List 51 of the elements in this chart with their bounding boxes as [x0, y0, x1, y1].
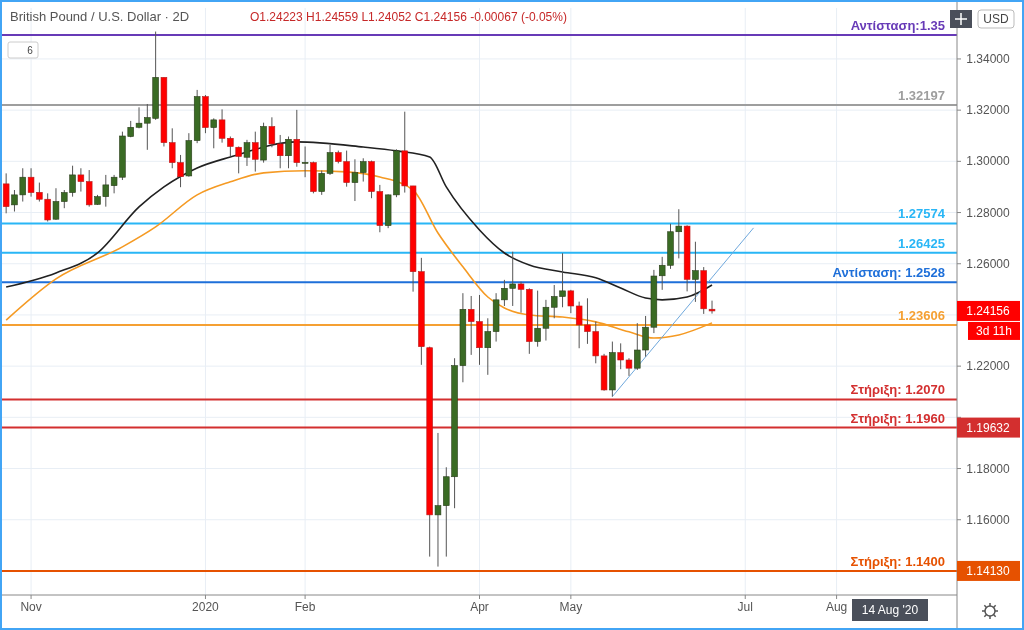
- ref-line-label: 1.27574: [898, 206, 946, 222]
- text: 3d 11h: [976, 323, 1012, 338]
- candlestick: [285, 136, 292, 169]
- candlestick: [293, 109, 301, 168]
- chart-title: British Pound / U.S. Dollar · 2D: [10, 9, 190, 24]
- line-series: [5, 141, 713, 301]
- ref-line-label: 1.26425: [898, 235, 945, 251]
- candlestick: [484, 317, 492, 376]
- ref-line-label: Στήριξη: 1.2070: [850, 382, 945, 398]
- text: 14 Aug '20: [861, 603, 919, 617]
- ref-line-label: 1.23606: [898, 308, 945, 324]
- y-tick-label: 1.16000: [966, 512, 1011, 527]
- ref-line-label: Αντίσταση: 1.2528: [832, 265, 945, 281]
- x-tick-label: Nov: [20, 600, 42, 614]
- candlestick: [235, 145, 242, 174]
- y-tick-label: 1.32000: [966, 103, 1011, 118]
- candlestick: [2, 172, 10, 214]
- annotation: 6: [27, 45, 34, 56]
- candlestick: [243, 139, 251, 167]
- candlestick: [708, 300, 716, 315]
- candlestick: [360, 157, 367, 183]
- ref-line-label: Αντίσταση:1.35: [850, 17, 945, 33]
- candlestick: [351, 158, 359, 202]
- x-tick-label: May: [559, 600, 583, 614]
- text: 1.19632: [966, 420, 1011, 435]
- ref-line-label: 1.32197: [898, 88, 945, 104]
- y-tick-label: 1.22000: [966, 359, 1011, 374]
- y-tick-label: 1.30000: [966, 154, 1011, 169]
- y-tick-label: 1.34000: [966, 51, 1011, 66]
- y-tick-label: 1.18000: [966, 461, 1011, 476]
- candlestick: [210, 117, 217, 149]
- x-tick-label: Apr: [470, 600, 489, 614]
- x-tick-label: Feb: [294, 600, 316, 614]
- x-tick-label: 2020: [192, 600, 220, 614]
- candlestick: [77, 167, 85, 193]
- candlestick: [276, 134, 284, 169]
- text: 1.14130: [966, 563, 1011, 578]
- candlestick: [85, 169, 93, 208]
- y-tick-label: 1.26000: [966, 256, 1011, 271]
- candlestick: [268, 116, 276, 148]
- candlestick: [301, 145, 309, 178]
- y-tick-label: 1.28000: [966, 205, 1011, 220]
- candlestick: [692, 241, 699, 303]
- text: USD: [983, 12, 1009, 26]
- ref-line-label: Στήριξη: 1.1960: [850, 410, 945, 426]
- text: 1.24156: [966, 303, 1011, 318]
- ref-line-label: Στήριξη: 1.1400: [850, 553, 945, 569]
- chart-subtitle: O1.24223 H1.24559 L1.24052 C1.24156 -0.00067 (-0.05%): [250, 10, 567, 24]
- x-tick-label: Aug: [825, 600, 848, 614]
- x-tick-label: Jul: [737, 600, 753, 614]
- candlestick: [252, 131, 259, 173]
